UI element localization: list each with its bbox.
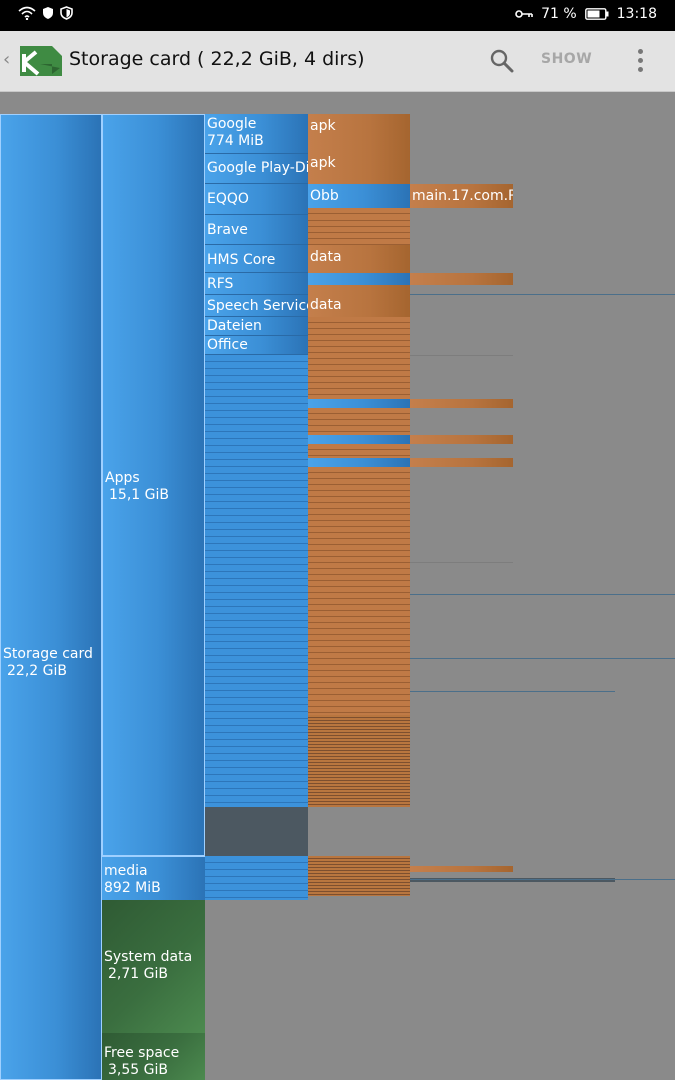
rfs-deep-file-block[interactable] (410, 273, 513, 285)
app-google-play-name: Google Play-Die (207, 160, 308, 176)
play-apk-label: apk (310, 155, 336, 171)
speech-data-label: data (310, 297, 342, 313)
chevron-left-icon[interactable]: ‹ (3, 49, 11, 70)
more-vert-icon[interactable] (631, 47, 649, 77)
free-space-block[interactable]: Free space 3,55 GiB (102, 1033, 205, 1080)
app-eqqo-block[interactable]: EQQO (205, 184, 308, 215)
media-size: 892 MiB (104, 880, 161, 896)
clock: 13:18 (616, 6, 657, 22)
rfs-files-block[interactable] (308, 285, 410, 295)
deep-level-line (410, 562, 513, 563)
storage-card-name: Storage card (3, 646, 93, 662)
eqqo-obb-label: Obb (310, 188, 339, 204)
app-google-play-block[interactable]: Google Play-Die (205, 154, 308, 184)
media-block[interactable]: media 892 MiB (102, 856, 205, 900)
app-brave-name: Brave (207, 222, 248, 238)
eqqo-obb-file-label: main.17.com.P (412, 188, 513, 204)
deep-level-line (410, 594, 675, 595)
app-files-block-d[interactable] (308, 467, 410, 715)
key-icon (515, 10, 533, 18)
storage-card-block[interactable]: Storage card 22,2 GiB (0, 114, 102, 1080)
show-button[interactable]: SHOW (541, 51, 593, 67)
status-bar: 71 % 13:18 (0, 0, 675, 31)
app-rfs-name: RFS (207, 276, 234, 292)
deep-level-line (410, 879, 675, 880)
app-files-block-a[interactable] (308, 317, 410, 399)
brave-files-block[interactable] (308, 215, 410, 245)
apps-remainder-block[interactable] (205, 807, 308, 856)
eqqo-obb-file-block[interactable]: main.17.com.P (410, 184, 513, 208)
deep-file-block-c[interactable] (410, 458, 513, 467)
app-eqqo-name: EQQO (207, 191, 249, 207)
app-office-name: Office (207, 337, 248, 353)
storage-card-size: 22,2 GiB (7, 663, 67, 679)
battery-icon (584, 8, 609, 20)
app-office-block[interactable]: Office (205, 336, 308, 355)
app-files-block-b[interactable] (308, 408, 410, 435)
google-apk-label: apk (310, 118, 336, 134)
page-title: Storage card ( 22,2 GiB, 4 dirs) (69, 48, 365, 70)
hms-data-label: data (310, 249, 342, 265)
app-files-block-e[interactable] (308, 715, 410, 807)
storage-card-app-icon[interactable] (16, 44, 64, 78)
app-dateien-block[interactable]: Dateien (205, 317, 308, 336)
rfs-subfolder-block[interactable] (308, 273, 410, 285)
app-subfolder-block-a[interactable] (308, 399, 410, 408)
deep-file-block-a[interactable] (410, 399, 513, 408)
deep-level-line (410, 355, 513, 356)
eqqo-obb-block[interactable]: Obb (308, 184, 410, 208)
wifi-icon (18, 6, 36, 20)
deep-level-line (410, 294, 675, 295)
free-space-name: Free space (104, 1045, 180, 1061)
deep-file-block-b[interactable] (410, 435, 513, 444)
app-brave-block[interactable]: Brave (205, 215, 308, 245)
battery-percent: 71 % (541, 6, 577, 22)
system-data-block[interactable]: System data 2,71 GiB (102, 900, 205, 1033)
apps-block[interactable]: Apps 15,1 GiB (102, 114, 205, 856)
app-subfolder-block-b[interactable] (308, 435, 410, 444)
apps-name: Apps (105, 470, 140, 486)
speech-data-block[interactable]: data (308, 295, 410, 317)
app-speech-services-block[interactable]: Speech Services (205, 295, 308, 317)
media-deep-folder-block[interactable] (410, 878, 615, 882)
shield-check-icon (60, 6, 73, 20)
media-subfolders-block[interactable] (205, 856, 308, 900)
search-icon[interactable] (488, 47, 516, 75)
app-bar: ‹ Storage card ( 22,2 GiB, 4 dirs) SHOW (0, 31, 675, 92)
deep-level-line (410, 658, 675, 659)
app-speech-services-name: Speech Services (207, 298, 308, 314)
storage-map: Storage card 22,2 GiB Apps 15,1 GiB medi… (0, 92, 675, 1080)
app-google-name: Google (207, 116, 257, 132)
app-google-size: 774 MiB (207, 133, 264, 149)
deep-level-line (410, 691, 615, 692)
app-list-small-blocks[interactable] (205, 355, 308, 807)
media-files-block[interactable] (308, 856, 410, 896)
apps-size: 15,1 GiB (109, 487, 169, 503)
free-space-size: 3,55 GiB (108, 1062, 168, 1078)
google-apk-block[interactable]: apk (308, 114, 410, 154)
system-data-name: System data (104, 949, 193, 965)
media-name: media (104, 863, 148, 879)
app-hms-core-name: HMS Core (207, 252, 276, 268)
app-files-block-c[interactable] (308, 444, 410, 458)
app-subfolder-block-c[interactable] (308, 458, 410, 467)
play-apk-block[interactable]: apk (308, 154, 410, 184)
app-google-block[interactable]: Google 774 MiB (205, 114, 308, 154)
shield-icon (43, 7, 53, 19)
system-data-size: 2,71 GiB (108, 966, 168, 982)
app-rfs-block[interactable]: RFS (205, 273, 308, 295)
media-deep-file-block[interactable] (410, 866, 513, 872)
hms-data-block[interactable]: data (308, 245, 410, 273)
app-dateien-name: Dateien (207, 318, 262, 334)
app-hms-core-block[interactable]: HMS Core (205, 245, 308, 273)
